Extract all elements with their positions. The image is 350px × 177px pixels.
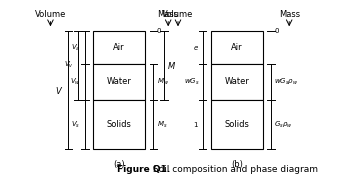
Text: 0: 0 — [157, 28, 161, 34]
Bar — [211, 100, 263, 150]
Text: $V$: $V$ — [55, 85, 64, 96]
Text: Soil composition and phase diagram: Soil composition and phase diagram — [150, 165, 318, 174]
Bar — [211, 64, 263, 100]
Text: Volume: Volume — [162, 10, 194, 19]
Text: 0: 0 — [274, 28, 279, 34]
Text: Water: Water — [224, 78, 249, 86]
Text: $e$: $e$ — [193, 44, 199, 52]
Text: (a): (a) — [113, 160, 125, 169]
Text: Air: Air — [231, 43, 243, 52]
Text: $V_v$: $V_v$ — [64, 60, 74, 70]
Text: Solids: Solids — [107, 120, 132, 129]
Text: $1$: $1$ — [194, 120, 199, 129]
Text: Figure Q1.: Figure Q1. — [118, 165, 171, 174]
Text: Volume: Volume — [35, 10, 66, 19]
Text: $wG_s$: $wG_s$ — [184, 77, 199, 87]
Text: $V_a$: $V_a$ — [71, 42, 81, 53]
Text: (b): (b) — [231, 160, 243, 169]
Text: Mass: Mass — [279, 10, 300, 19]
Bar — [93, 64, 145, 100]
Text: $M_s$: $M_s$ — [157, 119, 167, 130]
Text: $M$: $M$ — [167, 60, 176, 71]
Bar — [211, 31, 263, 64]
Text: Mass: Mass — [158, 10, 179, 19]
Text: Water: Water — [107, 78, 132, 86]
Text: $G_s\rho_w$: $G_s\rho_w$ — [274, 119, 293, 130]
Bar — [93, 31, 145, 64]
Bar — [93, 100, 145, 150]
Text: $V_s$: $V_s$ — [71, 119, 80, 130]
Text: Solids: Solids — [224, 120, 249, 129]
Text: $V_w$: $V_w$ — [70, 77, 80, 87]
Text: Air: Air — [113, 43, 125, 52]
Text: $M_w$: $M_w$ — [157, 77, 169, 87]
Text: $wG_s\rho_w$: $wG_s\rho_w$ — [274, 77, 299, 87]
